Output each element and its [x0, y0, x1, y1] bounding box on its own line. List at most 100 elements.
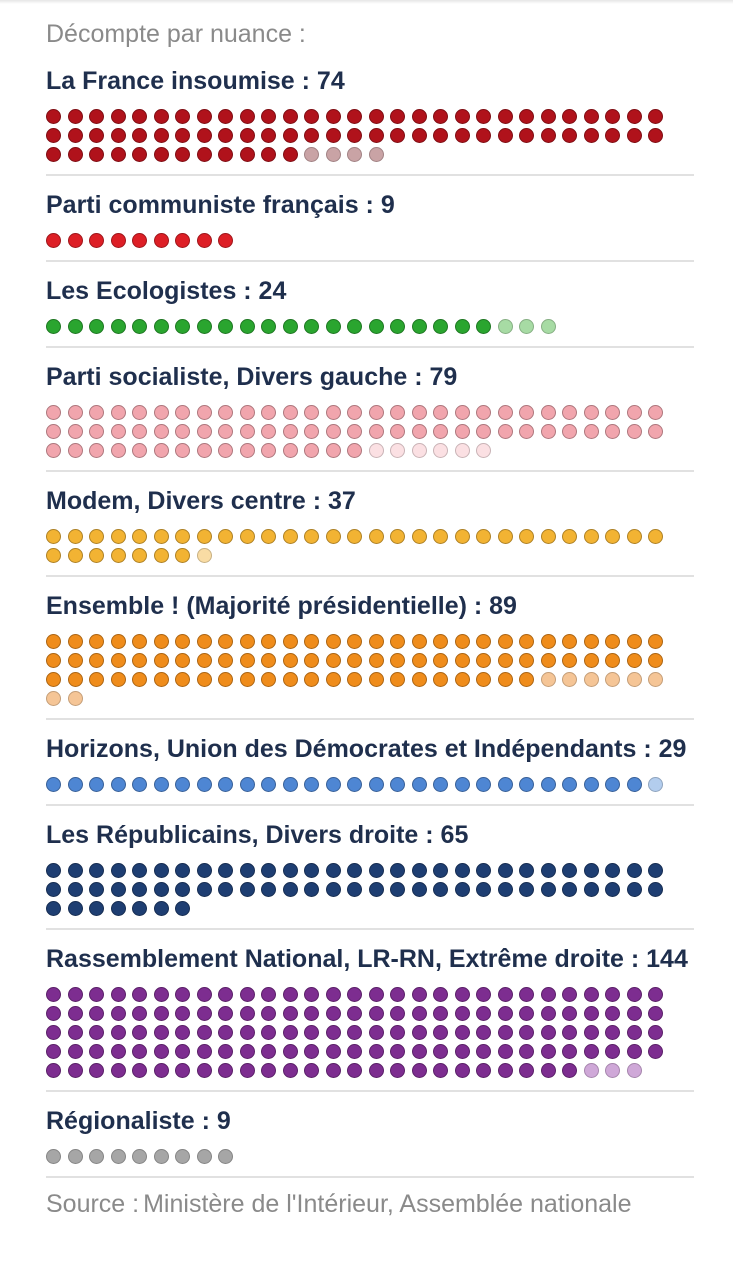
party-group: Ensemble ! (Majorité présidentielle) : 8… — [46, 577, 694, 720]
seat-dot — [562, 777, 577, 792]
seat-dot — [153, 777, 169, 792]
seat-dot — [67, 128, 83, 143]
seat-dot — [347, 653, 362, 668]
seat-dot — [153, 987, 169, 1002]
seat-dot — [562, 634, 577, 649]
seat-dot — [282, 128, 298, 143]
seat-dot — [454, 128, 470, 143]
seat-dot — [153, 634, 169, 649]
seat-dot — [325, 882, 341, 897]
seat-dot — [153, 443, 169, 458]
seat-dot — [325, 1006, 341, 1021]
seat-dot — [347, 1025, 362, 1040]
seat-dot — [89, 109, 104, 124]
seat-dot — [196, 672, 212, 687]
seat-dot — [368, 653, 384, 668]
seat-dot-light — [325, 147, 341, 162]
seat-dot — [347, 109, 362, 124]
seat-dot — [390, 882, 405, 897]
seat-dot — [46, 1044, 61, 1059]
seat-dot-light — [562, 672, 577, 687]
seat-dot-light — [583, 1063, 599, 1078]
seat-dot — [239, 634, 255, 649]
seat-dot — [132, 863, 147, 878]
seat-dot — [175, 405, 190, 420]
seat-dot — [132, 634, 147, 649]
seat-dot — [282, 443, 298, 458]
seat-dot — [282, 987, 298, 1002]
seat-dot — [605, 109, 620, 124]
seat-dot — [390, 1006, 405, 1021]
party-title: Les Ecologistes : 24 — [46, 277, 287, 305]
seat-dot — [89, 672, 104, 687]
seat-dot — [110, 1006, 126, 1021]
seat-dot — [153, 653, 169, 668]
party-group: Régionaliste : 9 — [46, 1092, 694, 1178]
seat-dot — [261, 405, 276, 420]
seat-dot — [390, 1063, 405, 1078]
seat-dot — [218, 1044, 233, 1059]
seat-dot — [218, 1063, 233, 1078]
seat-dot — [89, 777, 104, 792]
seat-dot — [89, 863, 104, 878]
seat-dot — [196, 634, 212, 649]
seat-dot — [347, 777, 362, 792]
seat-dot — [67, 529, 83, 544]
seat-dot — [476, 1006, 491, 1021]
seat-dot — [497, 1025, 513, 1040]
seat-dot — [562, 1006, 577, 1021]
seat-dot — [153, 319, 169, 334]
seat-dot — [89, 634, 104, 649]
seat-dot — [196, 987, 212, 1002]
seat-dot — [46, 1006, 61, 1021]
seat-dot-light — [411, 443, 427, 458]
seat-dot — [282, 1044, 298, 1059]
seat-dot — [304, 424, 319, 439]
seat-dot — [368, 863, 384, 878]
seat-dot — [368, 405, 384, 420]
seat-dot — [110, 672, 126, 687]
seat-dot — [153, 405, 169, 420]
seat-dot — [347, 1006, 362, 1021]
seat-dot — [519, 882, 534, 897]
party-group: Rassemblement National, LR-RN, Extrême d… — [46, 930, 694, 1092]
seat-dot — [325, 863, 341, 878]
seat-dot-light — [175, 1149, 190, 1164]
seat-dot — [540, 1044, 556, 1059]
seat-dot — [540, 424, 556, 439]
seat-dot-light — [519, 319, 534, 334]
seat-dot — [196, 882, 212, 897]
seat-dot — [411, 777, 427, 792]
seat-dot — [626, 634, 642, 649]
seat-dot — [583, 109, 599, 124]
seat-dot — [433, 672, 448, 687]
seat-dot — [261, 672, 276, 687]
seat-dot — [519, 653, 534, 668]
seat-dot-light — [46, 1149, 61, 1164]
seat-dot — [282, 1025, 298, 1040]
seat-dot — [239, 319, 255, 334]
seat-dot — [110, 987, 126, 1002]
seat-dot — [411, 653, 427, 668]
party-group: Les Républicains, Divers droite : 65 — [46, 806, 694, 930]
seat-dot — [648, 424, 663, 439]
seat-dot — [175, 548, 190, 563]
seat-dot — [605, 424, 620, 439]
seat-dot — [390, 128, 405, 143]
seat-dot-light — [433, 443, 448, 458]
seat-dot — [605, 863, 620, 878]
seat-dot — [411, 529, 427, 544]
seat-dot — [304, 777, 319, 792]
seat-dot — [390, 634, 405, 649]
seat-dot — [196, 319, 212, 334]
seat-dot — [540, 128, 556, 143]
seat-dot-light — [626, 672, 642, 687]
seat-dot — [218, 319, 233, 334]
seat-dot — [46, 109, 61, 124]
seat-dot — [175, 128, 190, 143]
seat-dot — [153, 233, 169, 248]
seat-dot — [454, 529, 470, 544]
seat-dot — [476, 529, 491, 544]
seat-dot — [218, 1006, 233, 1021]
seat-dot — [562, 863, 577, 878]
